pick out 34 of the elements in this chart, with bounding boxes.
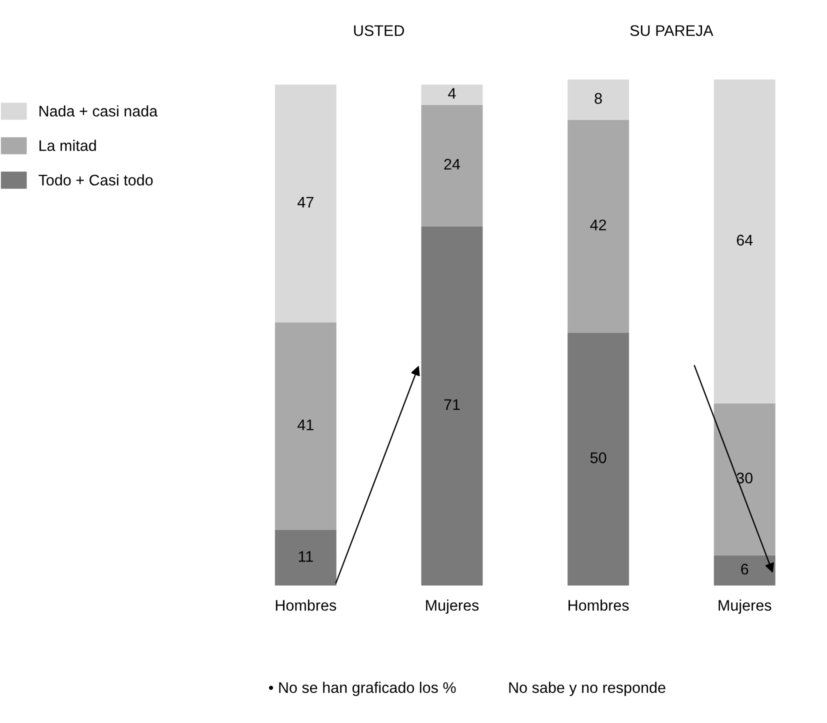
bar [274,84,336,322]
data-label: 47 [298,196,314,208]
legend-label: Nada + casi nada [40,105,158,117]
text: No sabe y no responde [509,682,666,696]
bar [714,555,776,586]
data-label: 4 [448,88,456,99]
bar [274,530,336,586]
x-tick-label: Mujeres [426,600,479,614]
bar [421,104,483,226]
data-label: 11 [298,551,313,562]
bar [714,80,776,404]
x-tick-label: Hombres [568,600,629,611]
legend-label: Todo + Casi todo [38,174,153,186]
text: • No se han graficado los % [268,682,456,696]
x-tick-label: Hombres [276,600,336,611]
data-label: 8 [594,93,602,104]
data-label: 42 [590,220,606,230]
text: USTED [354,25,404,36]
text: SU PAREJA [630,25,714,36]
data-label: 64 [736,234,753,246]
legend-label: La mitad [40,140,96,152]
data-label: 41 [298,420,314,430]
data-label: 24 [444,158,460,170]
data-label: 50 [590,452,606,464]
data-label: 6 [741,564,748,575]
bar [568,332,630,586]
bar [421,226,483,586]
bar [568,80,630,120]
x-tick-label: Mujeres [718,600,772,614]
bar [274,322,336,530]
bar [568,120,630,333]
bar [714,403,776,556]
data-label: 71 [444,399,460,410]
bar [421,84,483,105]
